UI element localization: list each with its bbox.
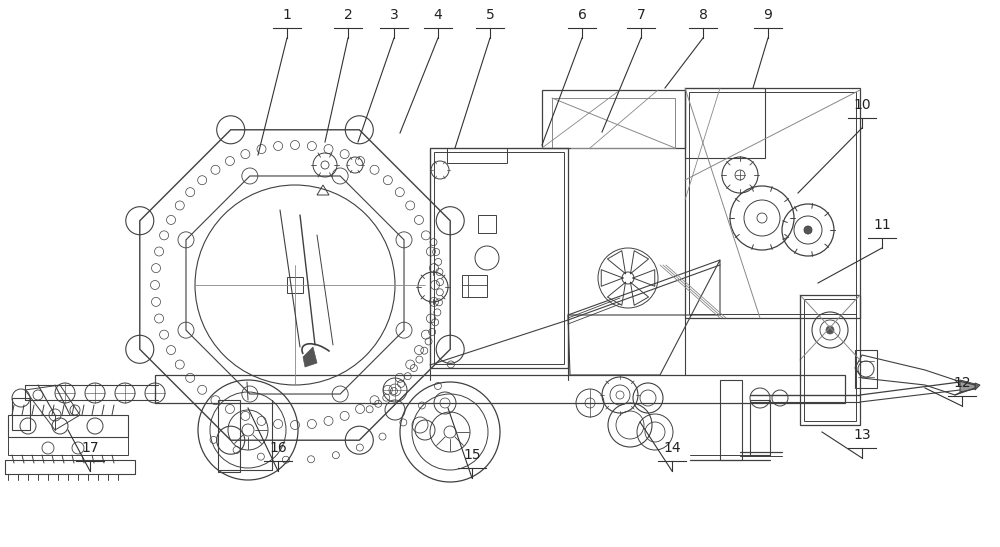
Text: 1: 1 [283, 8, 291, 22]
Bar [430, 148, 568, 368]
Text: 16: 16 [269, 441, 287, 455]
Bar [287, 277, 303, 293]
Bar [685, 88, 860, 318]
Text: 6: 6 [578, 8, 586, 22]
Bar [720, 380, 742, 460]
Bar [5, 460, 135, 474]
Bar [12, 398, 30, 430]
Bar [855, 350, 877, 388]
Bar [689, 92, 856, 314]
Text: 5: 5 [486, 8, 494, 22]
Circle shape [804, 226, 812, 234]
Text: 8: 8 [699, 8, 707, 22]
Text: 15: 15 [463, 448, 481, 462]
Bar [478, 215, 496, 233]
Text: 13: 13 [853, 428, 871, 442]
Text: 4: 4 [434, 8, 442, 22]
Polygon shape [960, 380, 975, 392]
Circle shape [826, 326, 834, 334]
Text: 9: 9 [764, 8, 772, 22]
Text: 3: 3 [390, 8, 398, 22]
Bar [155, 375, 845, 403]
Text: 14: 14 [663, 441, 681, 455]
Bar [218, 400, 240, 472]
Polygon shape [975, 383, 980, 390]
Polygon shape [303, 347, 317, 367]
Text: 10: 10 [853, 98, 871, 112]
Bar [804, 299, 856, 421]
Bar [434, 152, 564, 364]
Text: 12: 12 [953, 376, 971, 390]
Bar [685, 88, 765, 158]
Text: 7: 7 [637, 8, 645, 22]
Text: 2: 2 [344, 8, 352, 22]
Bar [8, 437, 128, 455]
Bar [800, 295, 860, 425]
Bar [8, 415, 128, 437]
Bar [462, 275, 487, 297]
Bar [750, 400, 770, 455]
Bar [447, 148, 507, 163]
Text: 17: 17 [81, 441, 99, 455]
Text: 11: 11 [873, 218, 891, 232]
